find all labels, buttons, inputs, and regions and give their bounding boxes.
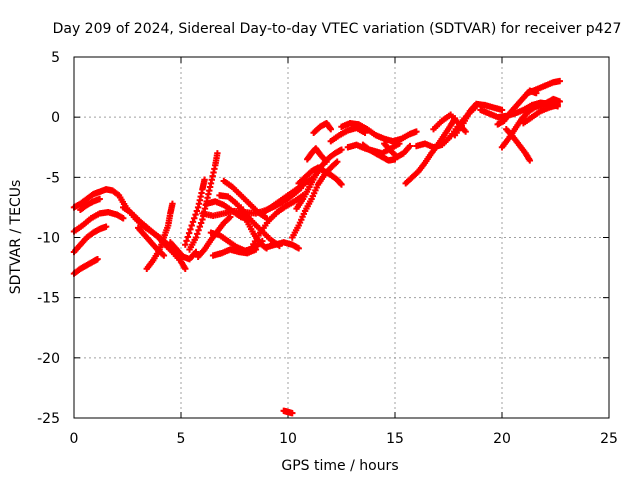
data-point [556, 98, 563, 105]
data-point [334, 158, 341, 165]
data-series-arc-7 [135, 224, 168, 259]
data-series-arc-41 [524, 77, 563, 97]
data-series-arc-32 [381, 140, 414, 161]
data-point [338, 146, 345, 153]
data-series-arc-9 [167, 239, 200, 263]
data-point [323, 158, 330, 165]
data-series-arc-42 [520, 101, 561, 127]
data-series-arc-29 [338, 119, 420, 145]
data-point [120, 215, 127, 222]
data-series-arc-43 [280, 407, 296, 417]
data-series-arc-26 [304, 145, 330, 165]
y-tick-label: -25 [37, 411, 60, 427]
data-point [197, 219, 205, 227]
x-tick-label: 20 [493, 431, 511, 447]
data-point [289, 409, 296, 417]
data-point [406, 142, 414, 150]
chart-title: Day 209 of 2024, Sidereal Day-to-day VTE… [53, 21, 622, 37]
data-point [96, 195, 103, 203]
data-point [195, 227, 202, 234]
data-series-arc-40 [503, 126, 534, 164]
data-series-arc-5 [77, 195, 103, 214]
data-point [189, 218, 197, 226]
y-tick-label: -20 [37, 351, 60, 367]
data-point [192, 248, 200, 256]
data-point [327, 126, 334, 133]
data-series-arc-4 [70, 255, 101, 277]
data-point [554, 101, 561, 109]
data-point [94, 255, 101, 263]
data-point [102, 223, 110, 230]
x-tick-label: 0 [70, 431, 79, 447]
y-tick-label: 0 [51, 110, 60, 126]
data-point [192, 211, 199, 218]
data-series-arc-31 [359, 141, 399, 164]
data-point [192, 234, 200, 241]
data-point [194, 230, 201, 238]
data-point [184, 233, 192, 241]
data-series-arc-23 [289, 158, 341, 241]
data-point [193, 207, 201, 215]
y-axis-label: SDTVAR / TECUs [8, 180, 24, 295]
data-series-arc-33 [402, 115, 459, 187]
y-tick-label: -5 [46, 170, 60, 186]
data-point [338, 181, 345, 188]
data-point [413, 128, 420, 135]
data-point [182, 265, 189, 272]
data-point [187, 226, 194, 233]
data-series-arc-36 [451, 100, 506, 139]
data-series-arc-12 [194, 213, 234, 260]
x-tick-label: 25 [600, 431, 618, 447]
data-series-arc-27 [310, 119, 334, 137]
data-point [188, 222, 195, 229]
data-series-arc-22 [263, 239, 302, 252]
data-series-arc-21 [259, 174, 317, 217]
y-tick-label: -10 [37, 231, 60, 247]
data-point [169, 200, 176, 208]
data-series-arc-35 [430, 111, 469, 135]
data-point [396, 140, 403, 147]
data-point [196, 223, 204, 230]
data-series-arc-16 [209, 246, 260, 259]
data-series-arc-25 [295, 164, 345, 188]
y-tick-label: 5 [51, 50, 60, 66]
data-point [185, 229, 193, 237]
x-tick-label: 15 [386, 431, 404, 447]
x-tick-label: 10 [279, 431, 297, 447]
data-point [182, 241, 189, 248]
plot-area-frame [73, 56, 610, 419]
data-point [498, 106, 506, 114]
data-point [201, 176, 208, 183]
data-series-arc-3 [70, 223, 110, 256]
data-point [295, 245, 302, 252]
x-axis-label: GPS time / hours [281, 458, 398, 474]
data-point [183, 237, 190, 245]
data-point [191, 215, 198, 222]
data-point [252, 246, 260, 253]
data-series-arc-8 [143, 200, 176, 272]
data-series-arc-2 [70, 209, 127, 235]
data-point [160, 252, 168, 259]
data-series-arc-20 [248, 192, 307, 251]
data-point [462, 128, 469, 135]
data-series-arc-28 [327, 124, 369, 145]
data-point [214, 150, 221, 157]
data-series-arc-39 [498, 95, 563, 151]
data-points [70, 77, 563, 417]
data-series-arc-10 [182, 176, 208, 248]
x-tick-label: 5 [177, 431, 186, 447]
data-point [526, 157, 534, 164]
data-point [556, 77, 563, 85]
y-tick-label: -15 [37, 291, 60, 307]
